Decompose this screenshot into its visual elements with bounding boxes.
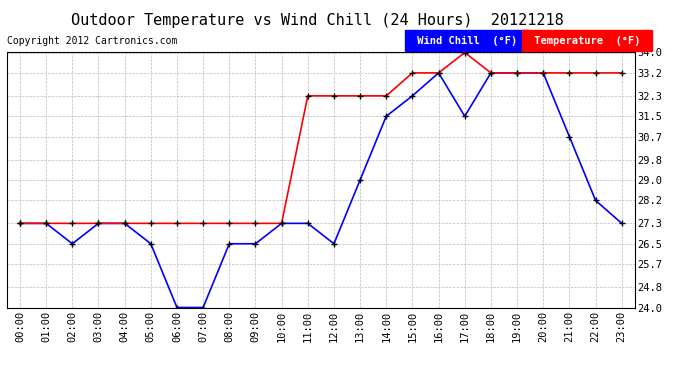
Text: Temperature  (°F): Temperature (°F)	[528, 36, 647, 46]
Text: Copyright 2012 Cartronics.com: Copyright 2012 Cartronics.com	[7, 36, 177, 46]
Text: Outdoor Temperature vs Wind Chill (24 Hours)  20121218: Outdoor Temperature vs Wind Chill (24 Ho…	[71, 13, 564, 28]
Text: Wind Chill  (°F): Wind Chill (°F)	[411, 36, 523, 46]
